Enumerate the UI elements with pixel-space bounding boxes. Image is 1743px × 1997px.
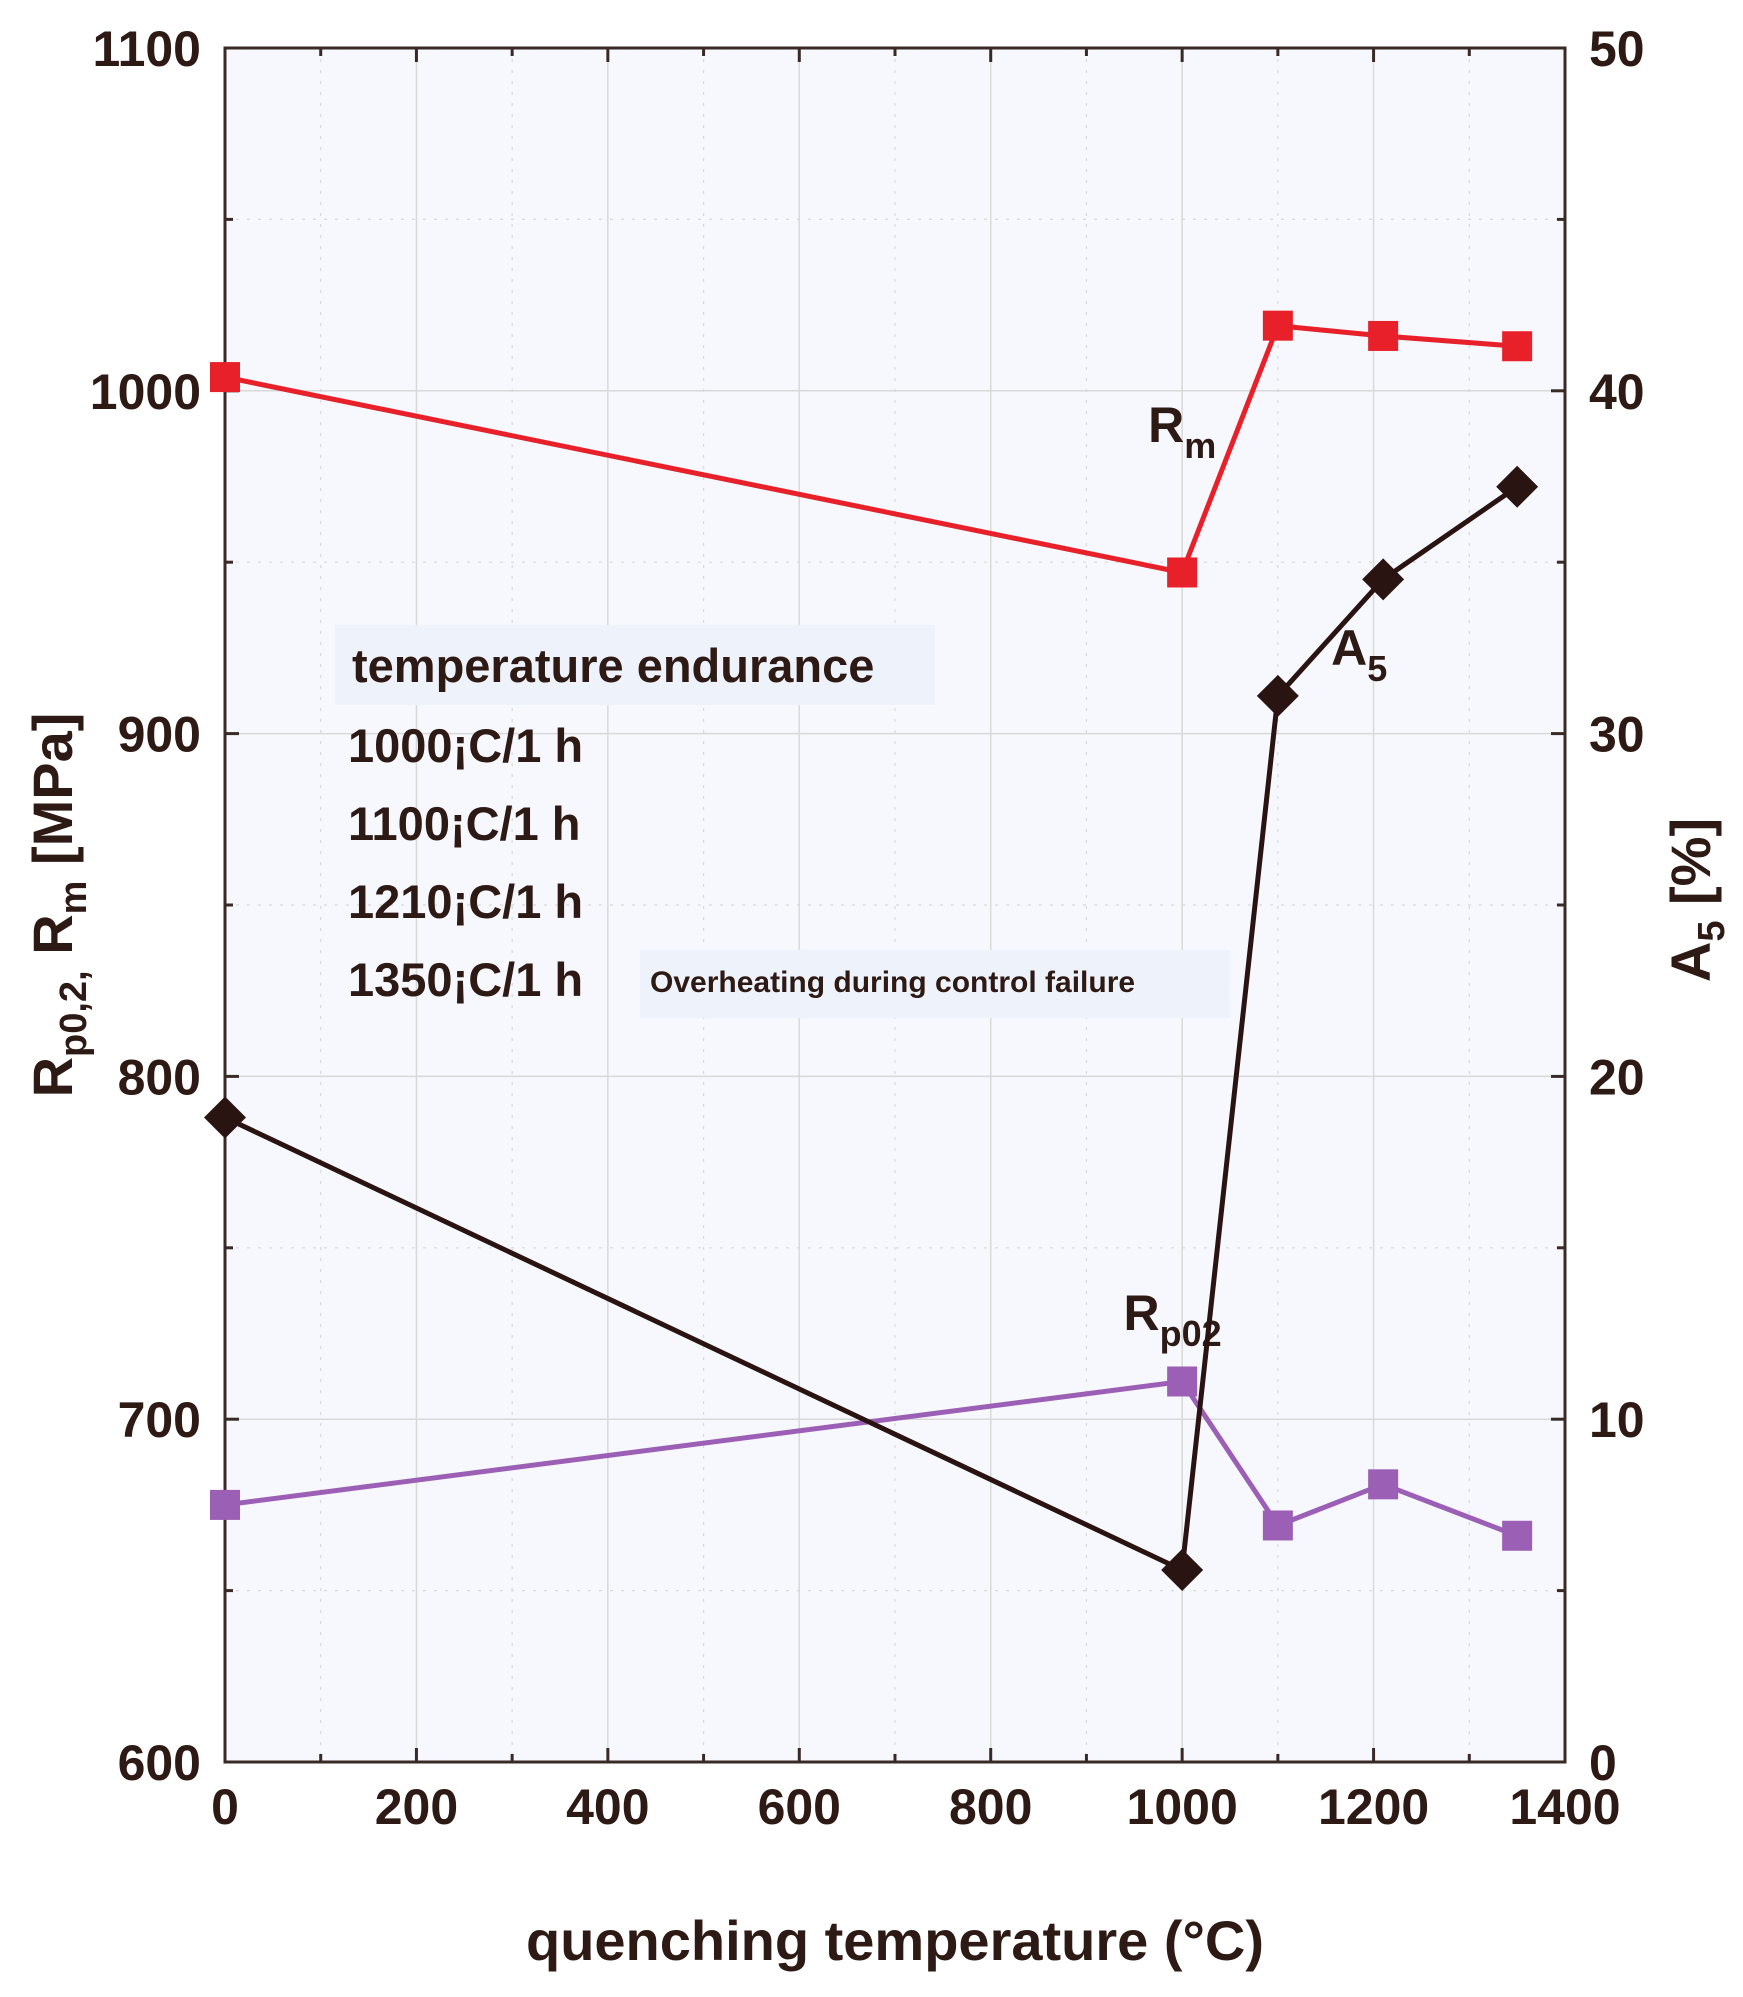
legend-item: 1210¡C/1 h <box>348 875 583 928</box>
legend-note: Overheating during control failure <box>650 966 1135 999</box>
marker-rp02 <box>1502 1520 1533 1551</box>
x-tick-label: 400 <box>566 1779 649 1835</box>
y-left-tick-label: 900 <box>118 707 201 763</box>
marker-rp02 <box>210 1489 240 1520</box>
x-tick-label: 600 <box>758 1779 841 1835</box>
series-label-rm: Rm <box>1148 397 1216 466</box>
legend: temperature endurance 1000¡C/1 h 1100¡C/… <box>335 625 1230 1018</box>
legend-item: 1000¡C/1 h <box>348 719 583 772</box>
series-label-rp02: Rp02 <box>1123 1285 1221 1354</box>
y-right-title-unit: [%] <box>1659 818 1722 921</box>
x-tick-label: 1000 <box>1127 1779 1238 1835</box>
y-right-tick-label: 40 <box>1589 364 1645 420</box>
y-right-tick-label: 30 <box>1589 707 1645 763</box>
legend-item: 1100¡C/1 h <box>348 797 581 850</box>
y-left-title-r: R <box>21 1057 84 1097</box>
y-left-title-r2: R <box>21 914 84 970</box>
series-label-sub: 5 <box>1367 648 1387 689</box>
y-left-title-unit: [MPa] <box>21 713 84 881</box>
y-left-title-sub1: p0,2, <box>53 970 95 1057</box>
y-left-axis-title: Rp0,2, Rm [MPa] <box>21 713 95 1098</box>
y-left-title-sub2: m <box>53 881 95 915</box>
x-axis-title: quenching temperature (°C) <box>526 1909 1264 1972</box>
legend-item: 1350¡C/1 h <box>348 953 583 1006</box>
x-tick-label: 1200 <box>1318 1779 1429 1835</box>
y-left-tick-label: 700 <box>118 1392 201 1448</box>
series-a5: A5 <box>204 465 1539 1592</box>
y-right-tick-label: 20 <box>1589 1049 1645 1105</box>
marker-rp02 <box>1262 1510 1293 1541</box>
series-label-a5: A5 <box>1331 620 1387 689</box>
y-right-axis-title: A5 [%] <box>1659 818 1733 982</box>
marker-rp02 <box>1368 1469 1399 1500</box>
series-label-main: A <box>1331 620 1367 676</box>
marker-a5 <box>1362 558 1405 601</box>
marker-rm <box>1167 557 1198 588</box>
y-right-tick-label: 0 <box>1589 1735 1617 1791</box>
grid <box>225 48 1565 1762</box>
y-left-tick-label: 1100 <box>93 21 201 77</box>
tick-labels: 0 200 400 600 800 1000 1200 1400600700800900100… <box>90 21 1645 1835</box>
marker-rm <box>1368 320 1399 351</box>
legend-note-background <box>640 950 1230 1018</box>
series-rp02: Rp02 <box>210 1285 1533 1551</box>
series-rm: Rm <box>210 310 1533 588</box>
series-label-main: R <box>1148 397 1184 453</box>
y-left-tick-label: 600 <box>118 1735 201 1791</box>
marker-a5 <box>1161 1549 1204 1592</box>
y-left-tick-label: 1000 <box>90 364 201 420</box>
y-right-tick-label: 50 <box>1589 21 1645 77</box>
marker-rm <box>1262 310 1293 341</box>
legend-title: temperature endurance <box>352 639 874 692</box>
marker-rm <box>1502 331 1533 362</box>
series-label-sub: m <box>1184 425 1216 466</box>
y-right-tick-label: 10 <box>1589 1392 1645 1448</box>
y-right-title-sub: 5 <box>1691 921 1733 942</box>
legend-background <box>335 625 935 705</box>
marker-a5 <box>204 1096 246 1139</box>
marker-a5 <box>1496 465 1539 508</box>
series-label-sub: p02 <box>1160 1313 1222 1354</box>
marker-a5 <box>1256 674 1299 717</box>
marker-rm <box>210 362 240 393</box>
x-tick-label: 1400 <box>1509 1779 1620 1835</box>
axis-ticks <box>223 46 1567 1764</box>
marker-rp02 <box>1167 1366 1198 1397</box>
y-right-title-a: A <box>1659 942 1722 982</box>
x-tick-label: 0 <box>211 1779 239 1835</box>
series-label-main: R <box>1123 1285 1159 1341</box>
x-tick-label: 800 <box>949 1779 1032 1835</box>
y-left-tick-label: 800 <box>118 1049 201 1105</box>
x-tick-label: 200 <box>375 1779 458 1835</box>
